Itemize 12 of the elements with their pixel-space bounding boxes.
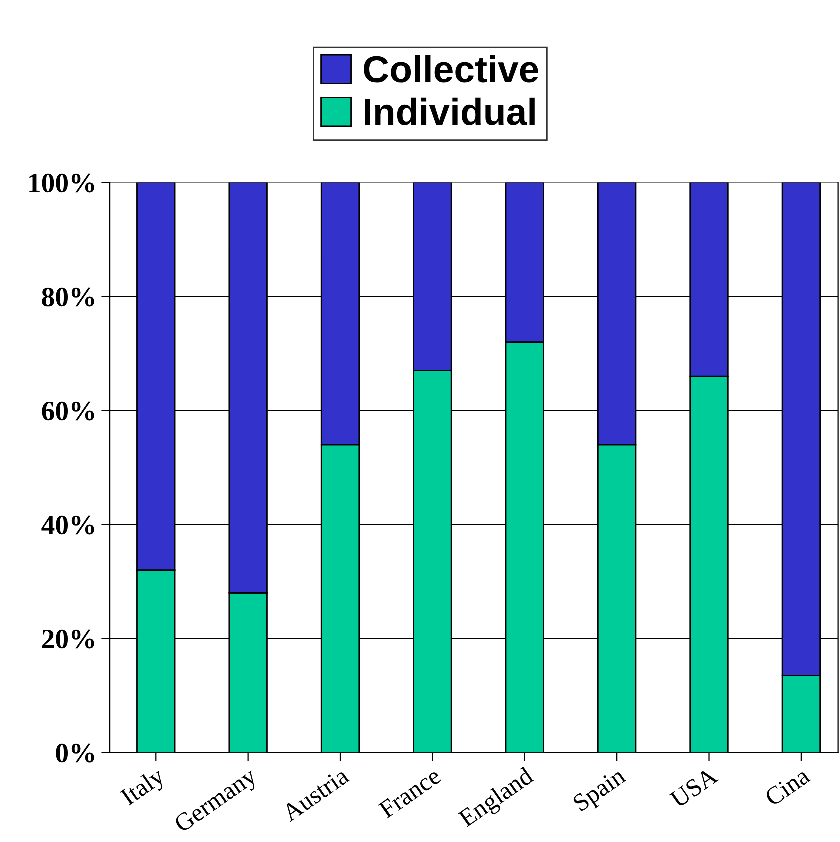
- y-tick-label: 0%: [56, 744, 94, 763]
- y-tick-label: 40%: [42, 516, 94, 535]
- x-tick-label: Spain: [572, 766, 630, 816]
- y-tick-label: 20%: [42, 630, 94, 649]
- x-tick-label: Cina: [764, 766, 812, 807]
- legend-label: Collective: [364, 55, 538, 83]
- y-tick-label: 100%: [30, 174, 94, 193]
- y-tick-label: 60%: [42, 402, 94, 421]
- x-tick-label: USA: [669, 766, 720, 809]
- legend-label: Individual: [365, 98, 535, 126]
- y-tick-label: 80%: [42, 288, 94, 307]
- x-tick-label: Italy: [119, 766, 170, 810]
